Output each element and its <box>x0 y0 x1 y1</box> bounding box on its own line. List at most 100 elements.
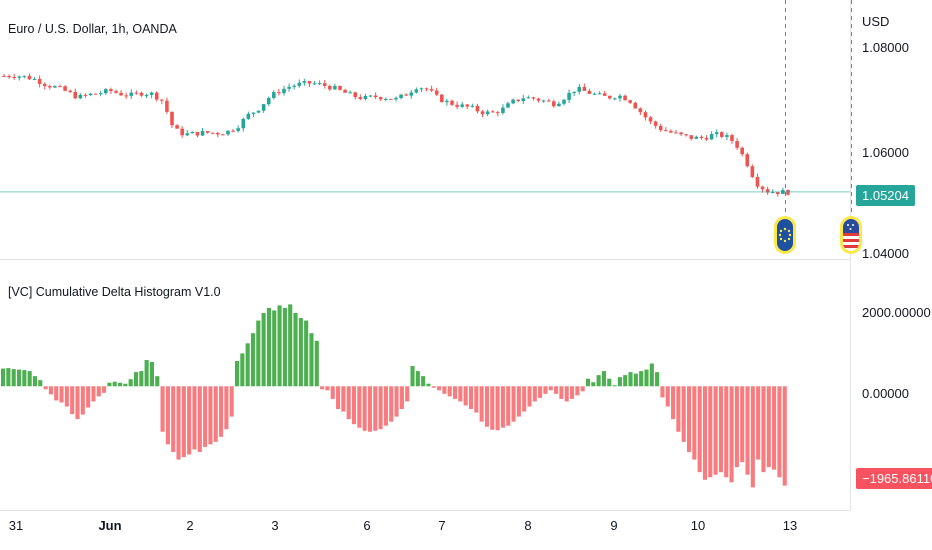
candle <box>277 88 281 96</box>
eu-event-icon[interactable] <box>774 216 796 254</box>
candle <box>490 110 495 113</box>
histogram-bar <box>1 368 6 387</box>
candle <box>292 84 296 90</box>
candle <box>251 112 256 118</box>
candle <box>2 73 6 77</box>
histogram-bar <box>330 386 335 399</box>
histogram-bar <box>702 386 708 480</box>
candle <box>22 75 27 79</box>
candle <box>409 89 414 99</box>
candle <box>180 126 184 138</box>
candle <box>129 89 134 99</box>
candle <box>506 101 510 108</box>
indicator-title: [VC] Cumulative Delta Histogram V1.0 <box>8 285 221 299</box>
histogram-bar <box>415 371 420 387</box>
histogram-bar <box>208 386 213 445</box>
candle <box>562 98 566 106</box>
histogram-bar <box>250 333 256 387</box>
histogram-bar <box>160 386 165 432</box>
eu-stars-icon <box>778 227 792 243</box>
histogram-bar <box>96 386 101 397</box>
histogram-bar <box>617 377 622 387</box>
candle <box>272 90 276 100</box>
candle <box>363 93 368 101</box>
candle <box>480 109 485 118</box>
candle <box>745 152 750 168</box>
histogram-bar <box>325 386 330 391</box>
histogram-bar <box>559 386 564 399</box>
candle <box>317 80 322 86</box>
histogram-bar <box>655 372 660 387</box>
histogram-bar <box>229 386 234 417</box>
candle <box>546 98 551 102</box>
candle <box>83 93 88 98</box>
histogram-bar <box>585 378 591 387</box>
candle <box>17 75 22 81</box>
candle <box>735 138 739 150</box>
histogram-bar <box>107 382 112 387</box>
histogram-bar <box>256 320 261 387</box>
current-price-badge: 1.05204 <box>856 185 915 206</box>
histogram-bar <box>681 386 686 442</box>
candle <box>165 97 169 114</box>
histogram-bar <box>484 386 490 427</box>
histogram-bar <box>490 386 495 430</box>
x-axis <box>0 510 850 511</box>
price-pane[interactable] <box>0 0 932 260</box>
histogram-bar <box>224 386 229 430</box>
histogram-bar <box>431 386 436 388</box>
histogram-bar <box>155 376 160 387</box>
x-axis-label: 6 <box>363 518 371 533</box>
histogram-bar <box>463 386 468 406</box>
histogram-bar <box>298 318 303 387</box>
candle <box>368 94 373 98</box>
histogram-bar <box>27 371 32 387</box>
histogram-bar <box>373 386 378 431</box>
histogram-bar <box>351 386 357 425</box>
histogram-bar <box>623 375 628 387</box>
candle <box>195 131 200 138</box>
histogram-bar <box>437 386 442 391</box>
candle <box>750 164 755 178</box>
histogram-bar <box>458 386 463 402</box>
histogram-bar <box>676 386 681 432</box>
histogram-bar <box>740 386 745 463</box>
candle <box>434 87 439 97</box>
candle <box>98 90 103 97</box>
candle <box>450 99 454 107</box>
histogram-bar <box>367 386 373 432</box>
histogram-bar <box>601 371 607 387</box>
candle <box>725 132 729 141</box>
candle <box>755 173 760 189</box>
candle <box>648 116 653 125</box>
histogram-bar <box>197 386 202 452</box>
candle <box>592 92 597 96</box>
candle <box>328 84 332 92</box>
histogram-bar <box>64 386 69 407</box>
us-event-icon[interactable] <box>840 216 862 254</box>
price-tick-1080: 1.08000 <box>862 40 909 55</box>
histogram-bar <box>389 386 394 422</box>
histogram-bar <box>495 386 500 431</box>
candle <box>256 110 261 114</box>
histogram-bar <box>782 386 787 486</box>
histogram-bar <box>234 360 240 387</box>
candle <box>470 103 475 108</box>
candle <box>567 89 571 103</box>
candle <box>63 85 67 92</box>
candle <box>119 90 123 96</box>
histogram-bar <box>128 379 133 387</box>
histogram-bar <box>686 386 692 452</box>
candle <box>526 95 531 99</box>
candle <box>389 98 393 100</box>
candle <box>404 93 408 96</box>
candle <box>226 130 230 136</box>
histogram-bar <box>543 386 548 394</box>
indicator-pane[interactable] <box>0 260 932 510</box>
candle <box>664 127 668 132</box>
candle <box>48 84 52 90</box>
candle <box>343 88 347 93</box>
histogram-bar <box>410 366 415 387</box>
histogram-bar <box>11 369 16 387</box>
